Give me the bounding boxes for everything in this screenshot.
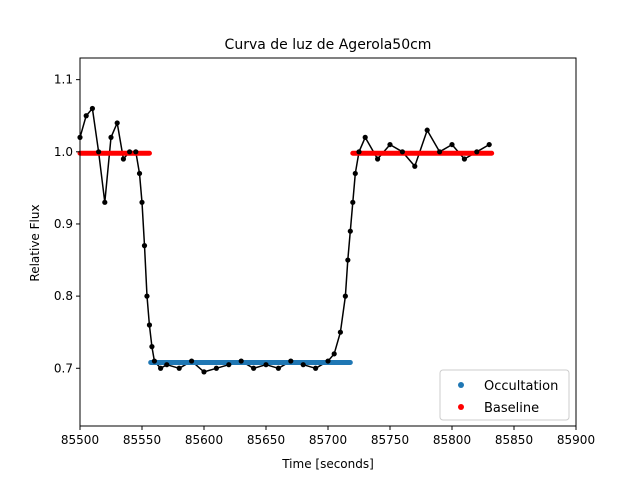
observed-point-19 <box>176 365 182 371</box>
observed-point-13 <box>144 293 150 299</box>
observed-point-48 <box>461 156 467 162</box>
observed-point-28 <box>288 358 294 364</box>
observed-point-33 <box>337 329 343 335</box>
observed-point-20 <box>189 358 195 364</box>
observed-point-16 <box>151 358 157 364</box>
x-tick-label-2: 85600 <box>185 433 223 447</box>
observed-point-9 <box>133 149 139 155</box>
observed-point-36 <box>347 228 353 234</box>
x-tick-label-4: 85700 <box>309 433 347 447</box>
x-tick-label-0: 85500 <box>61 433 99 447</box>
observed-point-10 <box>136 170 143 177</box>
legend-label-occultation: Occultation <box>484 379 558 394</box>
observed-point-4 <box>102 199 108 205</box>
observed-point-7 <box>120 156 126 162</box>
observed-point-32 <box>331 351 337 357</box>
observed-point-41 <box>375 156 381 162</box>
observed-point-50 <box>486 141 492 148</box>
observed-point-11 <box>139 199 145 205</box>
observed-point-21 <box>201 369 207 375</box>
legend: Occultation Baseline <box>439 369 570 421</box>
chart-title: Curva de luz de Agerola50cm <box>225 37 432 53</box>
observed-point-27 <box>275 365 281 371</box>
observed-point-26 <box>263 362 269 368</box>
observed-point-1 <box>83 113 89 119</box>
legend-marker-occultation <box>458 382 464 388</box>
observed-point-47 <box>449 141 455 148</box>
observed-point-23 <box>226 362 232 368</box>
observed-point-34 <box>342 293 348 299</box>
observed-point-42 <box>387 141 393 148</box>
observed-point-44 <box>412 163 418 169</box>
legend-marker-baseline <box>458 404 464 410</box>
observed-point-5 <box>108 134 114 140</box>
observed-point-14 <box>146 322 153 328</box>
observed-point-45 <box>424 127 430 133</box>
observed-point-31 <box>325 358 331 364</box>
observed-point-3 <box>96 149 102 155</box>
x-tick-label-3: 85650 <box>247 433 285 447</box>
y-axis-label: Relative Flux <box>28 204 42 281</box>
observed-point-46 <box>437 149 443 155</box>
observed-point-6 <box>114 120 120 126</box>
observed-point-43 <box>399 149 405 155</box>
observed-point-49 <box>474 149 480 155</box>
x-tick-label-7: 85850 <box>495 433 533 447</box>
observed-point-24 <box>238 358 244 364</box>
y-tick-label-3: 1.0 <box>54 145 73 159</box>
legend-frame <box>439 369 570 421</box>
y-tick-label-0: 0.7 <box>54 361 73 375</box>
y-tick-label-1: 0.8 <box>54 289 73 303</box>
observed-point-40 <box>362 134 368 140</box>
observed-point-17 <box>158 365 164 371</box>
observed-point-15 <box>149 344 155 350</box>
x-tick-label-6: 85800 <box>433 433 471 447</box>
observed-point-29 <box>300 362 306 368</box>
observed-point-39 <box>356 149 362 155</box>
y-tick-label-2: 0.9 <box>54 217 73 231</box>
observed-point-38 <box>352 170 358 177</box>
observed-point-35 <box>345 257 351 263</box>
observed-point-12 <box>141 243 148 249</box>
observed-point-18 <box>164 362 170 368</box>
plot-area <box>77 105 495 375</box>
observed-point-22 <box>213 365 219 371</box>
observed-point-30 <box>313 365 319 371</box>
observed-point-2 <box>89 105 95 112</box>
observed-point-25 <box>251 365 257 371</box>
observed-point-37 <box>350 199 356 205</box>
y-tick-label-4: 1.1 <box>54 73 73 87</box>
x-tick-label-8: 85900 <box>557 433 595 447</box>
observed-point-8 <box>127 149 133 155</box>
x-tick-label-5: 85750 <box>371 433 409 447</box>
x-tick-label-1: 85550 <box>123 433 161 447</box>
x-axis-label: Time [seconds] <box>281 457 374 471</box>
legend-label-baseline: Baseline <box>484 401 539 416</box>
